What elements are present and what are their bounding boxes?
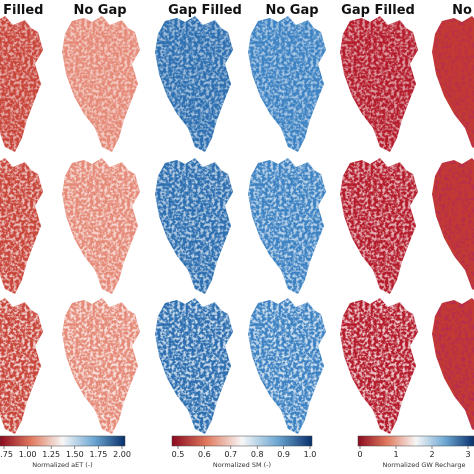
colorbar-tick-label: 1.00 [19,450,37,459]
colorbar [0,435,126,447]
colorbar-tick-label: 2 [429,450,434,459]
map-texture [340,158,418,294]
colorbar-label: Normalized GW Recharge [382,461,465,469]
map-texture [62,298,140,434]
column-title: No Gap [73,3,126,18]
column-title: Gap Filled [341,3,415,18]
colorbar-label: Normalized aET (-) [32,461,92,469]
colorbar-tick-label: 1.75 [89,450,107,459]
colorbar-tick-label: 2.00 [113,450,131,459]
map-texture [0,16,43,152]
colorbar-tick-label: 0.5 [172,450,185,459]
map-texture [248,16,326,152]
map-texture [432,16,474,152]
colorbar-tick-label: 1.25 [42,450,60,459]
map-texture [340,298,418,434]
colorbar-tick-label: 3 [465,450,470,459]
column-title: ap Filled [0,3,43,18]
colorbar-tick-label: 0.8 [251,450,264,459]
column-title: Gap Filled [168,3,242,18]
maps [0,16,474,434]
map-texture [155,298,233,434]
colorbar-tick-label: 0.75 [0,450,13,459]
map-texture [62,16,140,152]
map-texture [248,158,326,294]
map-texture [62,158,140,294]
column-title: No Gap [265,3,318,18]
colorbar-tick-label: 1.0 [304,450,317,459]
colorbar-tick-label: 0.7 [224,450,237,459]
colorbar-label: Normalized SM (-) [213,461,271,469]
headers: ap Filled No Gap Gap Filled No Gap Gap Fille… [0,3,472,18]
column-title: No [452,3,472,18]
colorbar [357,435,474,447]
map-texture [340,16,418,152]
colorbar-tick-label: 1 [393,450,398,459]
colorbar-tick-label: 0.6 [198,450,211,459]
map-texture [155,158,233,294]
map-texture [432,298,474,434]
colorbar [171,435,313,447]
colorbar-tick-label: 0 [357,450,362,459]
map-texture [155,16,233,152]
colorbar-tick-label: 1.50 [66,450,84,459]
map-texture [432,158,474,294]
colorbar-tick-label: 0.9 [277,450,290,459]
map-texture [0,298,43,434]
map-texture [248,298,326,434]
map-texture [0,158,43,294]
